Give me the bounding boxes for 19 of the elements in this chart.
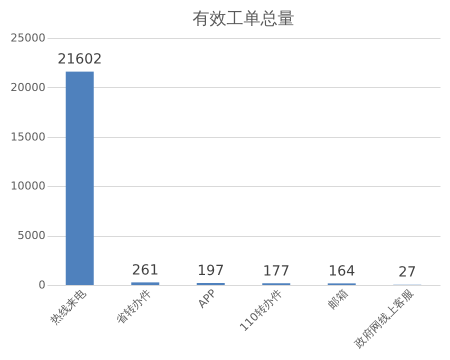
data-label: 177	[262, 263, 290, 280]
data-label: 27	[398, 264, 416, 281]
x-tick-label: 政府网线上客服	[352, 286, 416, 350]
y-tick-label: 0	[38, 278, 46, 292]
x-tick-label: 省转办件	[113, 286, 154, 328]
x-tick-label: 邮箱	[325, 286, 350, 312]
chart-title: 有效工单总量	[192, 9, 294, 29]
x-tick-label: 热线来电	[48, 286, 88, 328]
y-tick-label: 15000	[10, 130, 46, 144]
y-tick-label: 20000	[10, 80, 46, 94]
y-tick-label: 10000	[10, 180, 46, 193]
y-tick-label: 5000	[18, 229, 46, 242]
data-label: 21602	[57, 52, 102, 68]
y-tick-label: 25000	[10, 32, 46, 44]
data-label: 164	[328, 263, 356, 280]
bar	[131, 282, 160, 285]
data-label: 197	[197, 263, 224, 280]
data-label: 261	[132, 262, 159, 278]
bar	[66, 72, 94, 285]
